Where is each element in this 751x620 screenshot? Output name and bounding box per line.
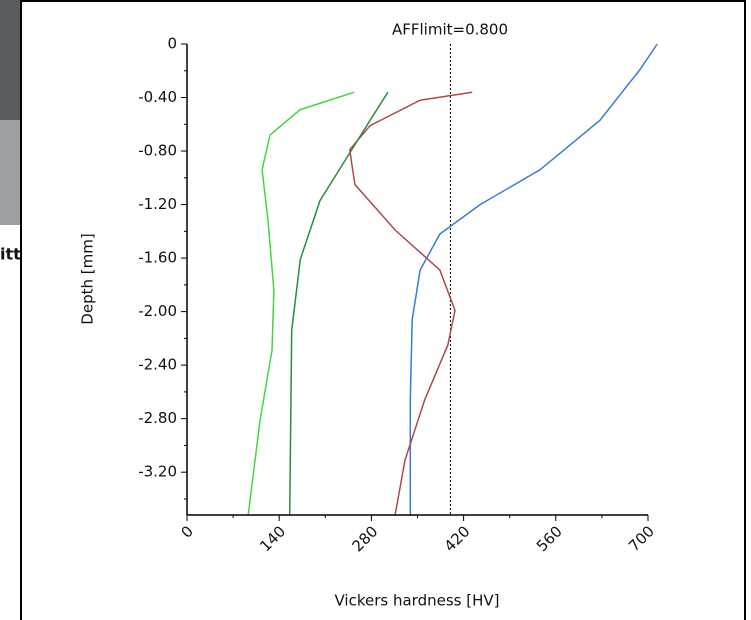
y-tick-label: -1.60 bbox=[138, 249, 177, 267]
y-tick-label: 0 bbox=[167, 35, 177, 53]
series-line bbox=[409, 43, 658, 515]
y-tick-label: -1.20 bbox=[138, 195, 177, 213]
y-tick-label: -2.80 bbox=[138, 409, 177, 427]
series-line bbox=[348, 91, 473, 516]
y-tick-label: -0.40 bbox=[138, 88, 177, 106]
y-tick-label: -2.40 bbox=[138, 356, 177, 374]
y-tick-label: -3.20 bbox=[138, 463, 177, 481]
x-axis-label: Vickers hardness [HV] bbox=[335, 592, 500, 610]
y-tick-label: -2.00 bbox=[138, 302, 177, 320]
y-axis-label: Depth [mm] bbox=[79, 233, 97, 324]
series-line bbox=[288, 91, 389, 516]
limit-label: AFFlimit=0.800 bbox=[392, 21, 508, 39]
y-tick-label: -0.80 bbox=[138, 142, 177, 160]
chart-panel bbox=[20, 0, 746, 620]
photo-detail bbox=[0, 120, 22, 225]
side-text: itti bbox=[0, 245, 26, 264]
series-line bbox=[247, 91, 355, 516]
